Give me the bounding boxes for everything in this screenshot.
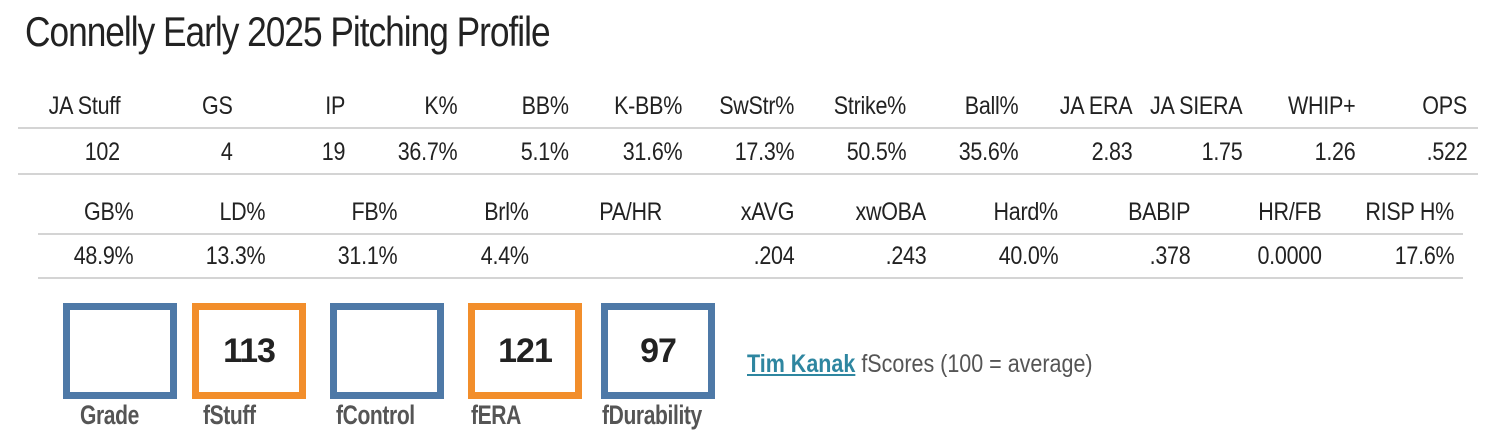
fcontrol-box	[330, 303, 444, 399]
table1-value: .522	[1426, 138, 1467, 166]
table1-header: Ball%	[964, 92, 1018, 120]
table1-value: 4	[221, 138, 233, 166]
table2-value: 31.1%	[337, 242, 397, 270]
table1-value: 102	[84, 138, 120, 166]
page-title: Connelly Early 2025 Pitching Profile	[25, 8, 551, 55]
table1-header: K-BB%	[613, 92, 682, 120]
table1-value: 5.1%	[521, 138, 569, 166]
table2-header: xwOBA	[855, 198, 927, 226]
credit-text: fScores (100 = average)	[855, 350, 1093, 378]
table1-value: 19	[321, 138, 346, 166]
fstuff-label: fStuff	[203, 400, 256, 430]
divider	[18, 173, 1478, 175]
grade-label: Grade	[80, 400, 139, 430]
table2-value: .243	[885, 242, 926, 270]
table1-header: JA SIERA	[1149, 92, 1243, 120]
table1-value: 1.75	[1201, 138, 1242, 166]
table1-header: WHIP+	[1287, 92, 1356, 120]
divider	[38, 277, 1463, 279]
fstuff-box: 113	[192, 303, 306, 399]
table1-value: 36.7%	[397, 138, 457, 166]
grade-box	[63, 303, 177, 399]
table2-header: xAVG	[740, 198, 794, 226]
table2-header: GB%	[83, 198, 134, 226]
table2-value: 0.0000	[1257, 242, 1322, 270]
table1-value: 35.6%	[958, 138, 1018, 166]
fera-value: 121	[498, 332, 553, 370]
table2-header: RISP H%	[1365, 198, 1454, 226]
fscore-credit: Tim Kanak fScores (100 = average)	[747, 350, 1093, 379]
fstuff-value: 113	[223, 332, 276, 370]
table1-header: GS	[202, 92, 233, 120]
fera-label: fERA	[471, 400, 521, 430]
table2-header: FB%	[351, 198, 397, 226]
divider	[18, 127, 1478, 129]
divider	[38, 233, 1463, 235]
table2-value: .204	[753, 242, 794, 270]
table1-header: JA Stuff	[48, 92, 120, 120]
table1-header: JA ERA	[1059, 92, 1132, 120]
table2-header: LD%	[219, 198, 265, 226]
table2-header: PA/HR	[599, 198, 662, 226]
table2-value: 17.6%	[1394, 242, 1454, 270]
table1-header: IP	[325, 92, 345, 120]
table2-value: .378	[1149, 242, 1190, 270]
table2-value: 48.9%	[73, 242, 133, 270]
fdurability-value: 97	[640, 332, 677, 370]
fdurability-box: 97	[601, 303, 715, 399]
table1-value: 17.3%	[734, 138, 794, 166]
table1-value: 31.6%	[622, 138, 682, 166]
fcontrol-label: fControl	[336, 400, 415, 430]
table2-value: 4.4%	[481, 242, 529, 270]
table2-header: BABIP	[1127, 198, 1190, 226]
table1-value: 1.26	[1314, 138, 1355, 166]
table2-header: HR/FB	[1258, 198, 1322, 226]
table2-header: Brl%	[484, 198, 530, 226]
fdurability-label: fDurability	[602, 400, 702, 430]
fera-box: 121	[468, 303, 582, 399]
table1-header: OPS	[1422, 92, 1467, 120]
table2-value: 13.3%	[205, 242, 265, 270]
table2-header: Hard%	[993, 198, 1059, 226]
table1-header: Strike%	[833, 92, 907, 120]
table1-value: 50.5%	[846, 138, 906, 166]
table2-value: 40.0%	[998, 242, 1058, 270]
author-link[interactable]: Tim Kanak	[747, 350, 856, 378]
table1-header: BB%	[521, 92, 569, 120]
table1-value: 2.83	[1091, 138, 1132, 166]
table1-header: SwStr%	[719, 92, 794, 120]
table1-header: K%	[424, 92, 457, 120]
